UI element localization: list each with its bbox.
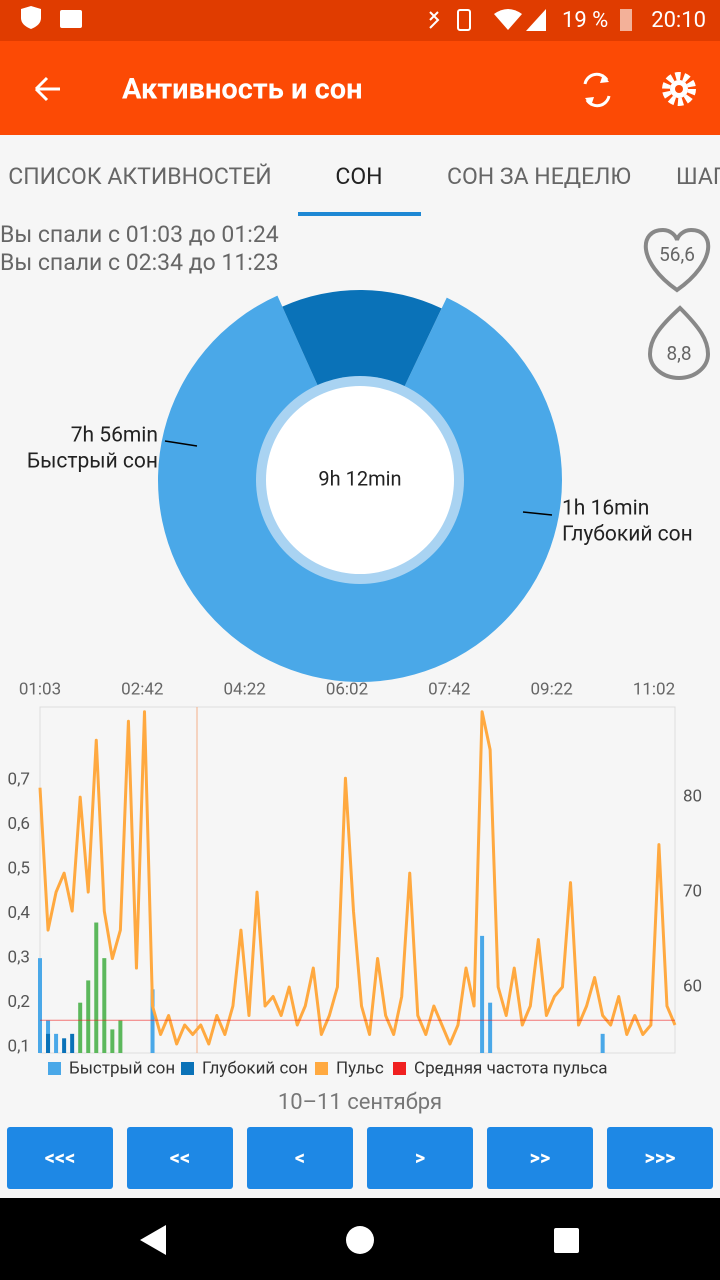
legend-swatch [315, 1062, 328, 1075]
nav-home[interactable] [346, 1226, 374, 1254]
tab[interactable]: ШАГ [676, 163, 720, 190]
x-tick-label: 07:42 [428, 679, 470, 699]
sleep-bar [150, 989, 155, 1053]
nav-button-label[interactable]: < [295, 1145, 305, 1169]
legend-swatch [181, 1062, 194, 1075]
legend-swatch [393, 1062, 406, 1075]
app-bar [0, 41, 720, 135]
leader-line [164, 440, 198, 447]
sleep-bar [86, 980, 91, 1053]
drop-value: 8,8 [666, 342, 691, 365]
sleep-bar [102, 958, 107, 1053]
nav-button[interactable] [247, 1127, 353, 1189]
bluetooth-icon [429, 11, 440, 29]
vibrate-icon [457, 9, 471, 31]
heart-icon [643, 227, 711, 293]
nav-button-label[interactable]: >> [530, 1145, 551, 1169]
nav-button[interactable] [367, 1127, 473, 1189]
tab[interactable]: СОН ЗА НЕДЕЛЮ [447, 163, 631, 190]
y-tick-label: 0,6 [8, 814, 30, 834]
y2-tick-label: 70 [683, 882, 702, 902]
center-label: 9h 12min [318, 466, 401, 490]
pulse-line [38, 710, 677, 1046]
legend-swatch [48, 1062, 61, 1075]
nav-button[interactable] [7, 1127, 113, 1189]
x-tick-label: 02:42 [121, 679, 163, 699]
slice-label: Быстрый сон [27, 450, 158, 474]
legend-label: Средняя частота пульса [414, 1058, 608, 1078]
nav-back[interactable] [140, 1225, 166, 1255]
x-tick-label: 04:22 [223, 679, 265, 699]
back-button[interactable] [34, 76, 60, 102]
x-tick-label: 09:22 [530, 679, 572, 699]
status-bar [0, 0, 720, 41]
sleep-bar [70, 1033, 75, 1053]
y2-tick-label: 80 [683, 787, 702, 807]
center-hole [266, 386, 454, 574]
drop-icon [647, 305, 711, 380]
heart-value: 56,6 [659, 243, 695, 266]
sleep-bar [46, 1033, 51, 1053]
legend-label: Пульс [336, 1058, 384, 1078]
app-title: Активность и сон [122, 73, 363, 107]
sleep-bar [78, 1002, 83, 1053]
sleep-period: Вы спали с 02:34 до 11:23 [0, 249, 279, 276]
y-tick-label: 0,2 [8, 992, 30, 1012]
nav-recents[interactable] [554, 1228, 579, 1253]
x-tick-label: 06:02 [326, 679, 368, 699]
wifi-icon [494, 9, 522, 30]
leader-line [522, 511, 553, 516]
sleep-bar [600, 1033, 605, 1053]
image-icon [60, 10, 82, 28]
date-label: 10–11 сентября [278, 1090, 442, 1115]
x-tick-label: 11:02 [633, 679, 675, 699]
sleep-bar [54, 1033, 59, 1053]
slice-value-label: 1h 16min [562, 497, 649, 521]
slice-label: Глубокий сон [562, 523, 693, 547]
legend-label: Быстрый сон [69, 1058, 175, 1078]
slice-value-label: 7h 56min [71, 424, 158, 448]
y-tick-label: 0,1 [8, 1037, 30, 1057]
tab[interactable]: СОН [335, 163, 382, 190]
y-tick-label: 0,7 [8, 770, 30, 790]
battery-icon [620, 9, 632, 31]
pie-slice [282, 290, 442, 395]
pie-slice [157, 295, 562, 683]
y-tick-label: 0,5 [8, 859, 30, 879]
sleep-period: Вы спали с 01:03 до 01:24 [0, 221, 279, 248]
legend-label: Глубокий сон [202, 1058, 308, 1078]
sleep-bar [110, 1029, 115, 1053]
nav-button[interactable] [127, 1127, 233, 1189]
clock: 20:10 [651, 8, 706, 33]
tab[interactable]: СПИСОК АКТИВНОСТЕЙ [8, 162, 271, 190]
y-tick-label: 0,4 [8, 903, 31, 923]
y-tick-label: 0,3 [8, 948, 30, 968]
signal-icon [526, 9, 546, 31]
nav-button-label[interactable]: >>> [645, 1145, 676, 1169]
sleep-bar [118, 1020, 123, 1053]
sleep-bar [488, 1002, 493, 1053]
sleep-bar [480, 935, 485, 1053]
x-tick-label: 01:03 [19, 679, 61, 699]
tab-indicator [298, 212, 421, 216]
shield-icon [21, 6, 41, 29]
settings-button[interactable] [662, 72, 696, 106]
sleep-bar [94, 922, 99, 1053]
tab-bar [0, 135, 720, 218]
plot-area [39, 706, 676, 1054]
nav-button[interactable] [607, 1127, 713, 1189]
y2-tick-label: 60 [683, 977, 702, 997]
battery-text: 19 % [562, 8, 608, 33]
sync-button[interactable] [583, 72, 611, 108]
nav-button-label[interactable]: <<< [45, 1145, 76, 1169]
nav-button-label[interactable]: > [415, 1145, 425, 1169]
nav-button[interactable] [487, 1127, 593, 1189]
nav-button-label[interactable]: << [170, 1145, 190, 1169]
sleep-bar [38, 958, 42, 1053]
sleep-bar [62, 1038, 67, 1053]
